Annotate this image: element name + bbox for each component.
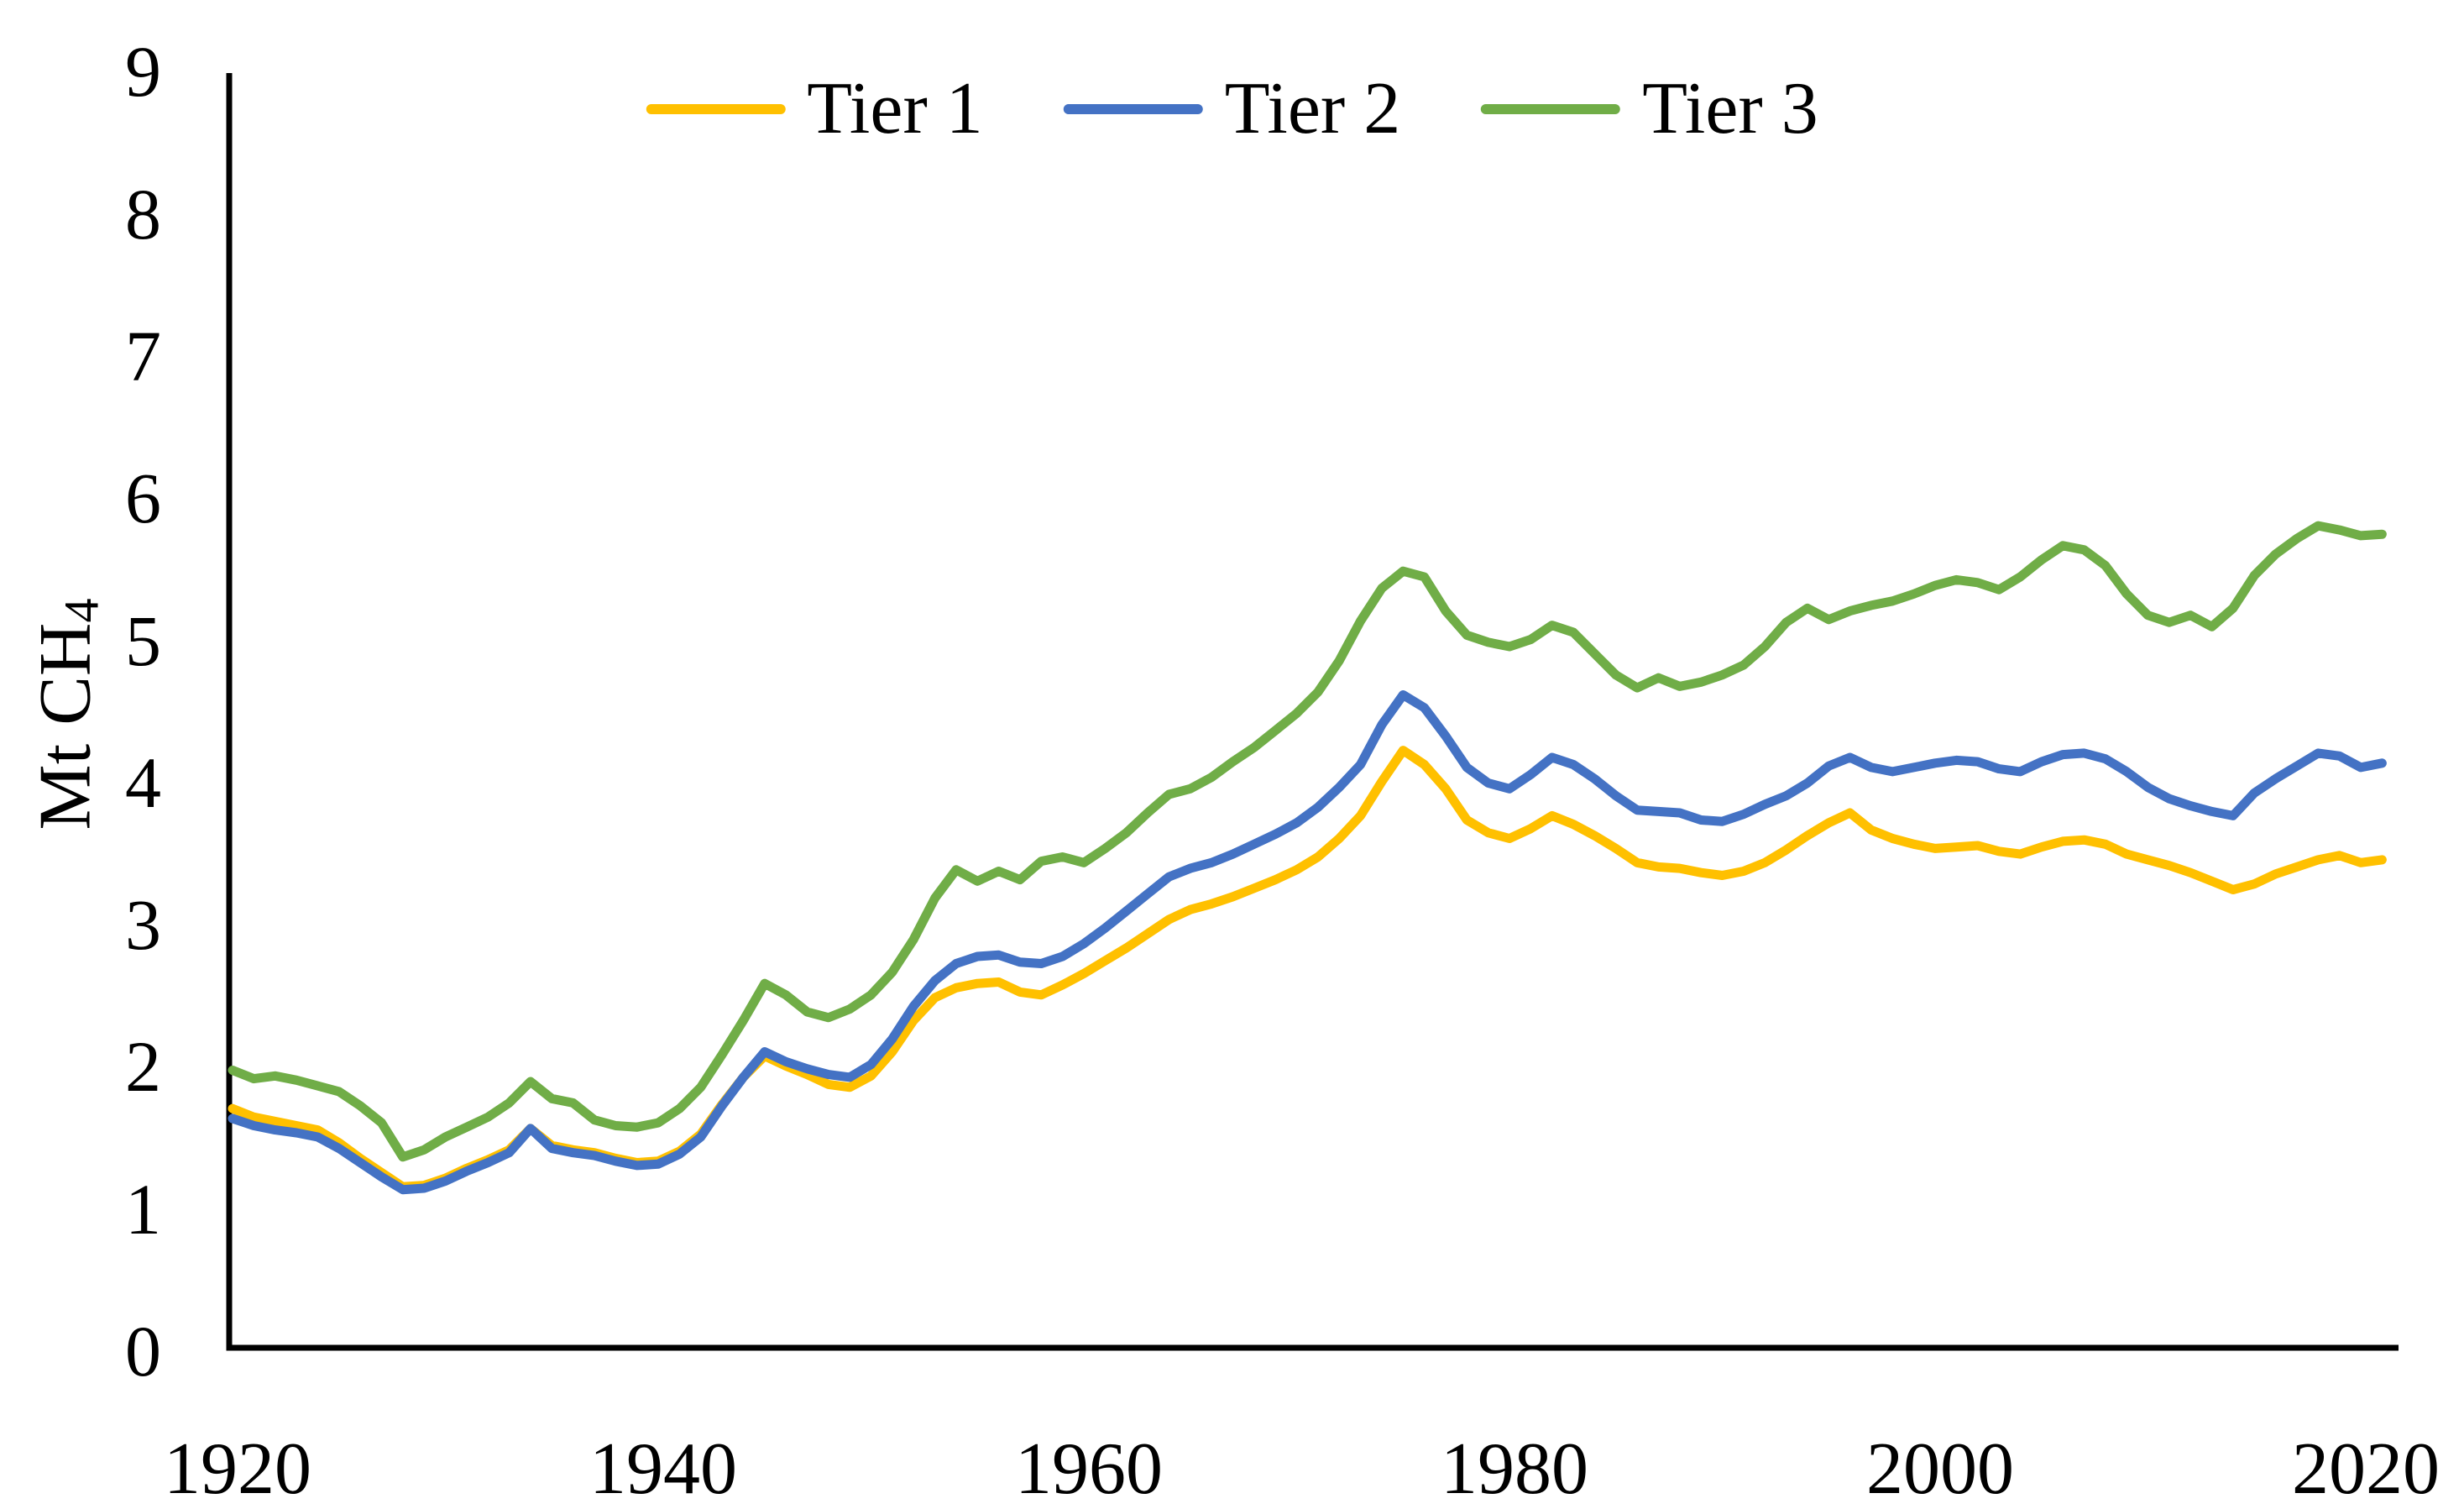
- y-tick-label: 9: [125, 31, 161, 112]
- legend-item-tier-2: Tier 2: [1063, 68, 1401, 149]
- tier-2-swatch: [1063, 104, 1203, 114]
- tier-2-legend-label: Tier 2: [1224, 68, 1401, 149]
- x-tick-label: 1940: [589, 1428, 737, 1509]
- tier-1-swatch: [646, 104, 786, 114]
- chart-legend: Tier 1 Tier 2 Tier 3: [646, 72, 1818, 146]
- axes: [226, 73, 2399, 1351]
- y-tick-label: 4: [125, 742, 161, 823]
- tier-3-swatch: [1481, 104, 1621, 114]
- y-tick-label: 7: [125, 316, 161, 396]
- y-tick-label: 5: [125, 600, 161, 681]
- x-tick-label: 2000: [1866, 1428, 2014, 1509]
- tier-1-legend-label: Tier 1: [807, 68, 983, 149]
- y-tick-label: 6: [125, 458, 161, 538]
- x-tick-label: 1960: [1015, 1428, 1163, 1509]
- series-lines: [228, 521, 2387, 1195]
- legend-item-tier-1: Tier 1: [646, 68, 983, 149]
- y-tick-label: 8: [125, 174, 161, 254]
- y-tick-label: 2: [125, 1026, 161, 1107]
- x-tick-label: 2020: [2292, 1428, 2440, 1509]
- y-tick-label: 0: [125, 1311, 161, 1391]
- y-tick-label: 3: [125, 884, 161, 965]
- x-tick-label: 1920: [164, 1428, 311, 1509]
- tier-3-legend-label: Tier 3: [1642, 68, 1818, 149]
- legend-item-tier-3: Tier 3: [1481, 72, 1818, 146]
- y-tick-label: 1: [125, 1169, 161, 1250]
- x-tick-label: 1980: [1441, 1428, 1588, 1509]
- tier-2-line: [228, 690, 2387, 1195]
- tier-3-line: [228, 521, 2387, 1162]
- tick-labels: 0 1 2 3 4 5 6 7 8 9 1920 1940 1960 1980 2000 2020: [125, 31, 2440, 1509]
